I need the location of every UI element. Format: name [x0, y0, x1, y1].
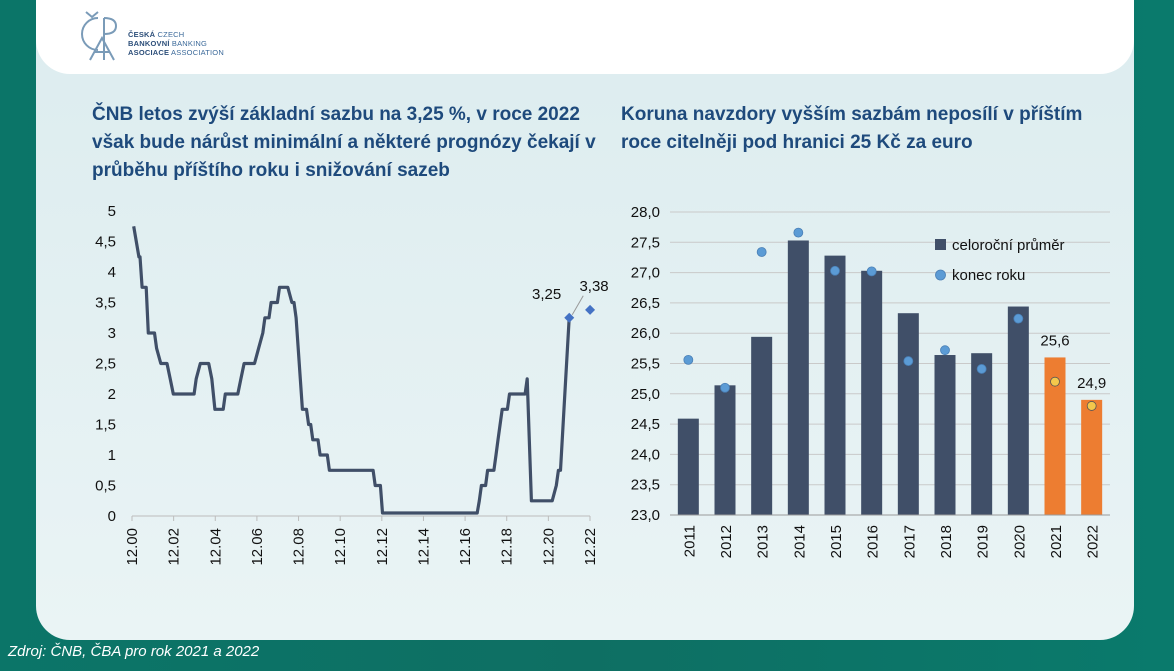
y-tick-label: 4,5 [95, 234, 116, 251]
y-tick-label: 5 [108, 203, 116, 220]
x-tick-label: 2013 [755, 525, 772, 558]
y-tick-label: 2,5 [95, 356, 116, 373]
y-tick-label: 3,5 [95, 295, 116, 312]
legend-label-year-end: konec roku [952, 267, 1025, 284]
bar [751, 336, 773, 515]
x-tick-label: 12.14 [415, 528, 432, 566]
year-end-dot [940, 345, 950, 356]
repo-rate-line [132, 226, 571, 515]
year-end-dot [866, 266, 877, 277]
year-end-dot [756, 247, 767, 257]
y-tick-label: 23,0 [631, 507, 660, 524]
forecast-data-label: 3,38 [579, 278, 608, 295]
y-tick-label: 0,5 [95, 478, 116, 495]
x-tick-label: 12.04 [207, 528, 224, 566]
right-chart-title: Koruna navzdory vyšším sazbám neposílí v… [621, 104, 1083, 153]
x-tick-label: 12.22 [582, 528, 599, 566]
year-end-dot [1050, 376, 1060, 387]
bar [1007, 306, 1029, 515]
y-tick-label: 25,5 [631, 356, 660, 373]
y-tick-label: 24,0 [631, 446, 660, 463]
content-card [36, 0, 1134, 640]
year-end-dot [903, 356, 914, 366]
year-end-dot [793, 227, 804, 238]
x-tick-label: 2022 [1085, 525, 1102, 558]
bar [897, 313, 919, 515]
bar [824, 255, 846, 515]
y-tick-label: 25,0 [631, 386, 660, 403]
bar-data-label: 24,9 [1077, 375, 1106, 392]
bar [1081, 399, 1103, 515]
left-chart-title: ČNB letos zvýší základní sazbu na 3,25 %… [92, 104, 596, 181]
x-tick-label: 2017 [901, 525, 918, 558]
year-end-dot [976, 364, 987, 374]
header-bar [36, 0, 1134, 74]
x-tick-label: 2020 [1011, 525, 1028, 558]
x-tick-label: 2016 [865, 525, 882, 558]
bar [861, 270, 883, 515]
bar [1044, 357, 1066, 515]
bar [971, 353, 993, 515]
year-end-dot [830, 265, 840, 276]
x-tick-label: 2018 [938, 525, 955, 558]
x-tick-label: 12.02 [166, 528, 183, 566]
y-tick-label: 27,5 [631, 234, 660, 251]
y-tick-label: 3 [108, 325, 116, 342]
y-tick-label: 27,0 [631, 265, 660, 282]
x-tick-label: 2014 [791, 525, 808, 558]
bar [677, 418, 699, 515]
forecast-point [585, 304, 596, 315]
y-tick-label: 1,5 [95, 417, 116, 434]
y-tick-label: 1 [108, 447, 116, 464]
y-tick-label: 26,0 [631, 325, 660, 342]
x-tick-label: 12.00 [124, 528, 141, 566]
legend-label-average: celoroční průměr [952, 237, 1065, 254]
y-tick-label: 28,0 [631, 204, 660, 221]
x-tick-label: 12.18 [499, 528, 516, 566]
forecast-point [564, 312, 575, 323]
x-tick-label: 2012 [718, 525, 735, 558]
year-end-dot [720, 382, 730, 393]
y-tick-label: 0 [108, 508, 116, 525]
legend-swatch-bar [935, 239, 946, 250]
year-end-dot [1013, 313, 1024, 324]
x-tick-label: 12.20 [540, 528, 557, 566]
forecast-data-label: 3,25 [532, 286, 561, 303]
bar-data-label: 25,6 [1040, 332, 1069, 349]
x-tick-label: 2021 [1048, 525, 1065, 558]
source-note: Zdroj: ČNB, ČBA pro rok 2021 a 2022 [8, 643, 260, 660]
logo-wordmark: ČESKÁ CZECH BANKOVNÍ BANKING ASOCIACE AS… [128, 30, 224, 57]
y-tick-label: 24,5 [631, 416, 660, 433]
y-tick-label: 23,5 [631, 477, 660, 494]
x-tick-label: 2011 [681, 525, 698, 557]
year-end-dot [1086, 401, 1097, 411]
x-tick-label: 12.06 [249, 528, 266, 566]
bar [934, 355, 956, 515]
x-tick-label: 12.12 [374, 528, 391, 566]
y-tick-label: 4 [108, 264, 116, 281]
y-tick-label: 2 [108, 386, 116, 403]
x-tick-label: 12.16 [457, 528, 474, 566]
y-tick-label: 26,5 [631, 295, 660, 312]
year-end-dot [683, 354, 694, 365]
bar [714, 385, 736, 515]
x-tick-label: 12.10 [332, 528, 349, 566]
x-tick-label: 2015 [828, 525, 845, 558]
cba-logo-mark-icon [81, 11, 118, 61]
legend-swatch-dot [935, 269, 946, 281]
cba-logo: ČESKÁ CZECH BANKOVNÍ BANKING ASOCIACE AS… [72, 8, 242, 68]
forecast-leader-line [571, 295, 584, 316]
x-tick-label: 2019 [975, 525, 992, 558]
bar [787, 240, 809, 515]
x-tick-label: 12.08 [291, 528, 308, 566]
